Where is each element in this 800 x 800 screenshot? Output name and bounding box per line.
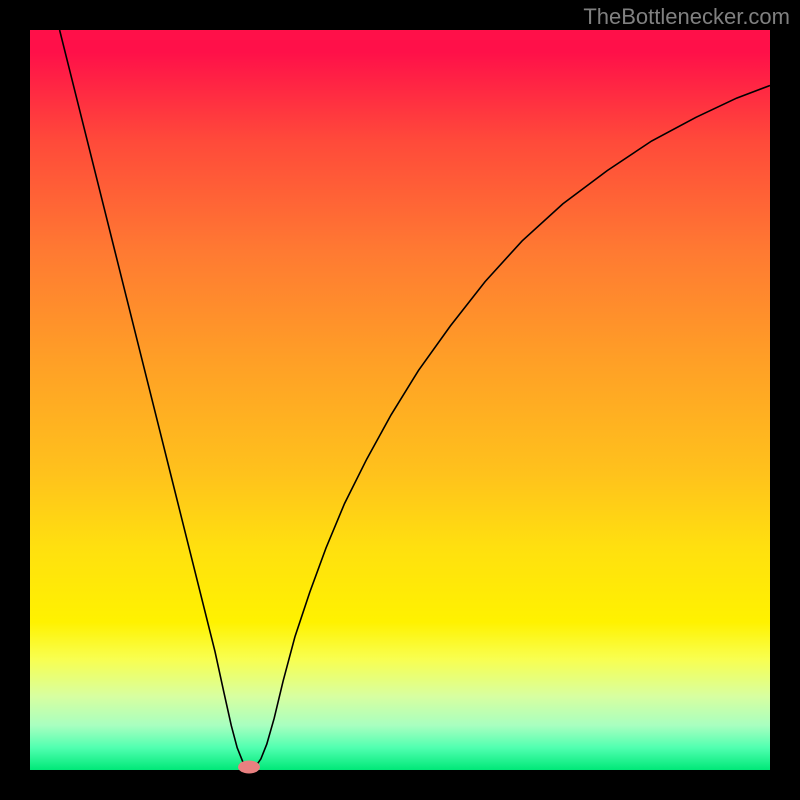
watermark-text: TheBottlenecker.com bbox=[583, 4, 790, 30]
curve-line bbox=[30, 30, 770, 770]
chart-container: TheBottlenecker.com bbox=[0, 0, 800, 800]
plot-area bbox=[30, 30, 770, 770]
minimum-marker bbox=[238, 761, 260, 774]
